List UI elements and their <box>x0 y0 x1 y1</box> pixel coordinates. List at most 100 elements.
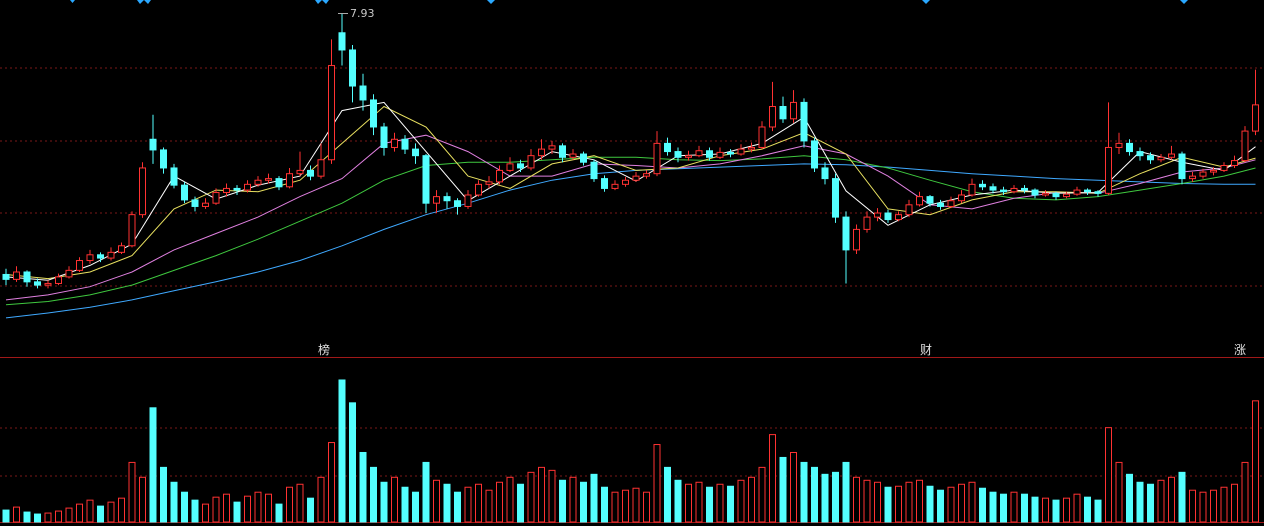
candle-body <box>296 169 304 175</box>
volume-bar <box>160 466 167 523</box>
event-marker: 榜 <box>318 342 330 357</box>
candle-body <box>44 282 52 286</box>
candle-body <box>391 138 398 148</box>
volume-bar <box>1147 483 1154 523</box>
candle-body <box>139 167 146 216</box>
volume-bar <box>622 489 629 523</box>
candle-body <box>55 276 62 284</box>
volume-bar <box>821 473 829 523</box>
volume-bar <box>55 510 62 523</box>
candle-body <box>233 187 241 191</box>
volume-bar <box>422 461 430 523</box>
volume-bar <box>769 434 776 523</box>
candle-body <box>527 155 535 169</box>
candle-body <box>65 269 73 278</box>
volume-bar <box>863 479 871 523</box>
volume-bar <box>464 486 472 523</box>
volume-bar <box>643 491 650 523</box>
volume-bar <box>517 483 524 523</box>
candle-body <box>181 184 188 201</box>
volume-bar <box>401 486 409 523</box>
volume-bar <box>1168 476 1175 523</box>
candle-body <box>937 202 944 207</box>
candle-body <box>443 196 451 202</box>
candle-body <box>926 196 934 204</box>
candle-body <box>307 169 314 177</box>
candle-body <box>265 178 272 181</box>
volume-bar <box>632 487 640 523</box>
volume-bar <box>380 481 388 523</box>
volume-bar <box>853 476 860 523</box>
candle-body <box>989 186 997 191</box>
volume-bar <box>496 481 503 523</box>
volume-bar <box>1094 499 1102 523</box>
volume-bar <box>212 496 220 523</box>
volume-bar <box>569 476 577 523</box>
volume-bar <box>590 473 598 523</box>
candle-body <box>863 216 871 230</box>
candle-body <box>853 228 860 251</box>
volume-bar <box>916 479 923 523</box>
candle-body <box>968 183 976 196</box>
volume-bar <box>170 481 178 523</box>
candle-body <box>454 200 461 207</box>
candle-body <box>632 175 640 181</box>
candle-body <box>349 49 356 87</box>
volume-bar <box>275 503 283 523</box>
volume-bar <box>139 476 146 523</box>
candle-body <box>118 245 125 253</box>
event-marker: 财 <box>920 343 932 357</box>
volume-bar <box>359 451 367 523</box>
candle-body <box>674 151 682 158</box>
volume-bar <box>485 489 493 523</box>
candle-body <box>1042 192 1049 196</box>
volume-bar <box>317 476 325 523</box>
candle-body <box>706 150 713 158</box>
volume-bar <box>454 491 461 523</box>
candle-body <box>769 106 776 128</box>
candle-body <box>2 273 10 280</box>
volume-bar <box>1042 497 1049 523</box>
candle-body <box>1168 153 1175 158</box>
candle-body <box>695 150 703 157</box>
volume-bar <box>727 485 734 523</box>
volume-bar <box>611 491 619 523</box>
volume-bar <box>254 491 262 523</box>
volume-bar <box>874 481 881 523</box>
candle-body <box>643 173 650 177</box>
candle-body <box>737 148 745 155</box>
volume-bar <box>118 497 125 523</box>
candle-body <box>1031 189 1039 196</box>
volume-bar <box>1210 489 1217 523</box>
volume-bar <box>296 483 304 523</box>
candle-body <box>1115 142 1123 148</box>
volume-bar <box>1010 491 1018 523</box>
candle-body <box>359 85 367 101</box>
candle-body <box>76 260 83 271</box>
candle-body <box>716 151 724 158</box>
volume-bar <box>338 379 346 523</box>
volume-bar <box>758 466 766 523</box>
candle-body <box>1000 189 1007 193</box>
candle-body <box>128 214 136 247</box>
volume-bar <box>979 487 986 523</box>
candle-body <box>895 214 902 221</box>
volume-bar <box>685 483 692 523</box>
candle-body <box>338 32 346 51</box>
volume-bar <box>191 499 199 523</box>
volume-bar <box>412 491 419 523</box>
candle-body <box>191 199 199 207</box>
candle-body <box>485 181 493 185</box>
volume-panel <box>2 379 1259 523</box>
candle-body <box>653 142 661 175</box>
price-panel <box>2 13 1259 319</box>
event-marker: 涨 <box>1234 342 1246 357</box>
candle-body <box>979 183 986 188</box>
volume-bar <box>926 485 934 523</box>
volume-bar <box>1063 497 1070 523</box>
candle-body <box>790 101 797 120</box>
candle-body <box>601 178 608 189</box>
